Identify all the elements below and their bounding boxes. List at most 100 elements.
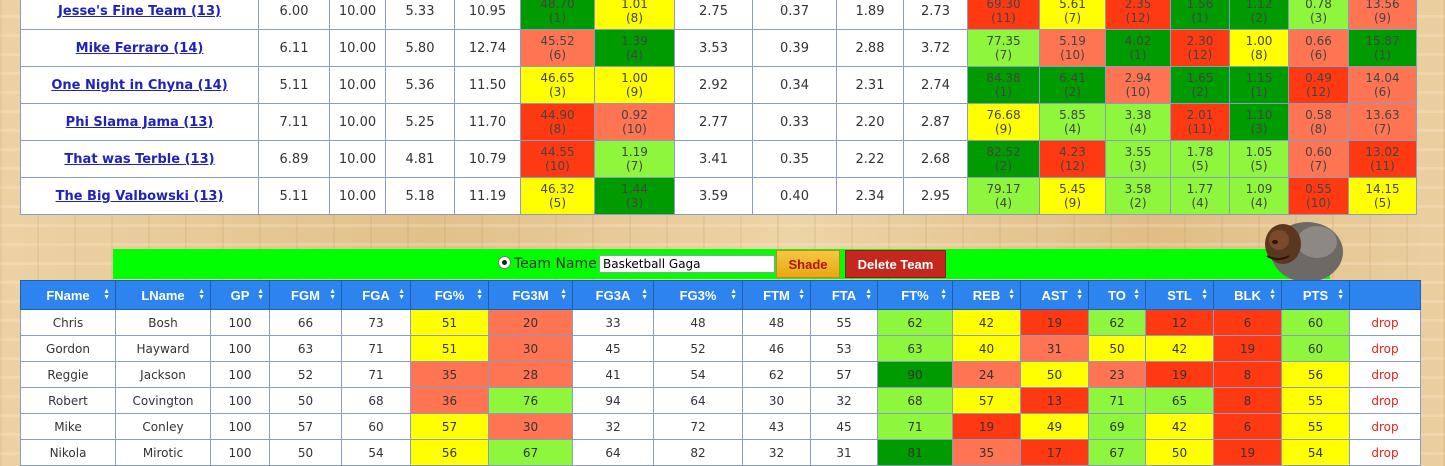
category-rank: (3) [1129, 159, 1147, 173]
column-header-to[interactable]: TO ▲ ▼ [1088, 280, 1146, 310]
column-header-label: PTS [1302, 287, 1329, 303]
last-name-cell: Conley [115, 413, 211, 440]
category-rank-cell: 44.90 (8) [520, 103, 595, 141]
category-rank: (3) [549, 85, 566, 99]
player-stat-cell: 24 [952, 361, 1021, 388]
stat-cell: 10.00 [329, 0, 386, 30]
category-rank-cell: 14.15 (5) [1348, 177, 1417, 215]
sort-icon[interactable]: ▲ ▼ [641, 288, 648, 301]
team-name-input[interactable] [599, 255, 775, 273]
drop-player-link[interactable]: drop [1371, 367, 1399, 382]
player-stat-cell: 54 [341, 439, 411, 466]
delete-team-button[interactable]: Delete Team [845, 250, 946, 278]
sort-icon[interactable]: ▲ ▼ [257, 288, 264, 301]
category-rank: (8) [1310, 122, 1327, 136]
sort-icon[interactable]: ▲ ▼ [730, 288, 737, 301]
category-rank: (3) [626, 196, 643, 210]
stat-cell: 2.74 [903, 66, 968, 104]
player-row: Robert Covington 100 50 68 36 76 94 64 30 32 68 57 13… [20, 387, 1421, 414]
column-header-lname[interactable]: LName ▲ ▼ [115, 280, 211, 310]
drop-player-link[interactable]: drop [1371, 315, 1399, 330]
column-header-pts[interactable]: PTS ▲ ▼ [1281, 280, 1350, 310]
category-rank: (5) [1191, 159, 1209, 173]
category-rank-cell: 3.58 (2) [1105, 177, 1171, 215]
stat-cell: 0.33 [752, 103, 837, 141]
player-stat-cell: 52 [269, 361, 342, 388]
player-stat-cell: 13 [1020, 387, 1089, 414]
drop-player-link[interactable]: drop [1371, 341, 1399, 356]
category-rank-cell: 1.15 (1) [1229, 66, 1289, 104]
column-header-fgm[interactable]: FGM ▲ ▼ [269, 280, 342, 310]
drop-cell: drop [1349, 335, 1421, 362]
sort-icon[interactable]: ▲ ▼ [198, 288, 205, 301]
stat-cell: 4.81 [385, 140, 455, 178]
column-header-reb[interactable]: REB ▲ ▼ [952, 280, 1021, 310]
category-rank: (12) [1060, 159, 1085, 173]
team-select-radio[interactable] [498, 256, 511, 269]
sort-icon[interactable]: ▲ ▼ [940, 288, 947, 301]
category-value: 4.02 [1124, 34, 1152, 48]
team-link[interactable]: Mike Ferraro (14) [75, 40, 204, 56]
category-rank-cell: 79.17 (4) [967, 177, 1040, 215]
standings-row: Phi Slama Jama (13) 7.11 10.00 5.25 11.70 44.… [20, 103, 1417, 141]
player-stat-cell: 63 [269, 335, 342, 362]
category-rank: (4) [1191, 196, 1209, 210]
drop-player-link[interactable]: drop [1371, 393, 1399, 408]
sort-icon[interactable]: ▲ ▼ [398, 288, 405, 301]
column-header-ftm[interactable]: FTM ▲ ▼ [742, 280, 811, 310]
stat-cell: 2.31 [836, 66, 904, 104]
category-rank-cell: 2.30 (12) [1170, 29, 1230, 67]
drop-player-link[interactable]: drop [1371, 419, 1399, 434]
team-link[interactable]: One Night in Chyna (14) [51, 77, 228, 93]
standings-table: Jesse's Fine Team (13) 6.00 10.00 5.33 10.95… [20, 0, 1417, 215]
category-value: 1.09 [1245, 182, 1273, 196]
column-header-blk[interactable]: BLK ▲ ▼ [1213, 280, 1282, 310]
column-header-ast[interactable]: AST ▲ ▼ [1020, 280, 1089, 310]
sort-icon[interactable]: ▲ ▼ [865, 288, 872, 301]
sort-icon[interactable]: ▲ ▼ [798, 288, 805, 301]
column-header-fta[interactable]: FTA ▲ ▼ [810, 280, 878, 310]
team-name-cell: Jesse's Fine Team (13) [20, 0, 259, 30]
sort-icon[interactable]: ▲ ▼ [329, 288, 336, 301]
column-header-fg3-pct[interactable]: FG3% ▲ ▼ [653, 280, 743, 310]
sort-icon[interactable]: ▲ ▼ [1269, 288, 1276, 301]
team-link[interactable]: That was Terble (13) [64, 151, 215, 167]
sort-icon[interactable]: ▲ ▼ [560, 288, 567, 301]
column-header-fg-pct[interactable]: FG% ▲ ▼ [410, 280, 489, 310]
player-stat-cell: 43 [742, 413, 811, 440]
category-rank: (2) [1191, 85, 1209, 99]
stat-cell: 11.50 [454, 66, 521, 104]
shade-button[interactable]: Shade [776, 250, 840, 278]
stat-cell: 10.00 [329, 66, 386, 104]
stat-cell: 0.34 [752, 66, 837, 104]
team-link[interactable]: Phi Slama Jama (13) [65, 114, 214, 130]
player-stat-cell: 67 [1088, 439, 1146, 466]
column-header-fname[interactable]: FName ▲ ▼ [20, 280, 116, 310]
team-link[interactable]: The Big Valbowski (13) [55, 188, 224, 204]
sort-icon[interactable]: ▲ ▼ [1076, 288, 1083, 301]
category-rank-cell: 3.38 (4) [1105, 103, 1171, 141]
column-header-fg3m[interactable]: FG3M ▲ ▼ [488, 280, 573, 310]
team-link[interactable]: Jesse's Fine Team (13) [58, 3, 221, 19]
column-header-ft-pct[interactable]: FT% ▲ ▼ [877, 280, 953, 310]
stat-cell: 2.34 [836, 177, 904, 215]
sort-icon[interactable]: ▲ ▼ [476, 288, 483, 301]
category-rank: (7) [995, 48, 1012, 62]
column-header-fga[interactable]: FGA ▲ ▼ [341, 280, 411, 310]
category-rank: (7) [1374, 122, 1391, 136]
column-header-fg3a[interactable]: FG3A ▲ ▼ [572, 280, 654, 310]
stat-cell: 2.73 [903, 0, 968, 30]
category-rank: (9) [626, 85, 643, 99]
sort-icon[interactable]: ▲ ▼ [103, 288, 110, 301]
player-stat-cell: 33 [572, 309, 654, 336]
column-header-label: AST [1041, 287, 1068, 303]
sort-icon[interactable]: ▲ ▼ [1337, 288, 1344, 301]
column-header-stl[interactable]: STL ▲ ▼ [1145, 280, 1214, 310]
sort-icon[interactable]: ▲ ▼ [1008, 288, 1015, 301]
drop-player-link[interactable]: drop [1371, 445, 1399, 460]
team-control-bar: Team Name Shade Delete Team [113, 249, 1330, 279]
category-rank: (2) [995, 159, 1012, 173]
column-header-gp[interactable]: GP ▲ ▼ [210, 280, 270, 310]
sort-icon[interactable]: ▲ ▼ [1201, 288, 1208, 301]
sort-icon[interactable]: ▲ ▼ [1133, 288, 1140, 301]
